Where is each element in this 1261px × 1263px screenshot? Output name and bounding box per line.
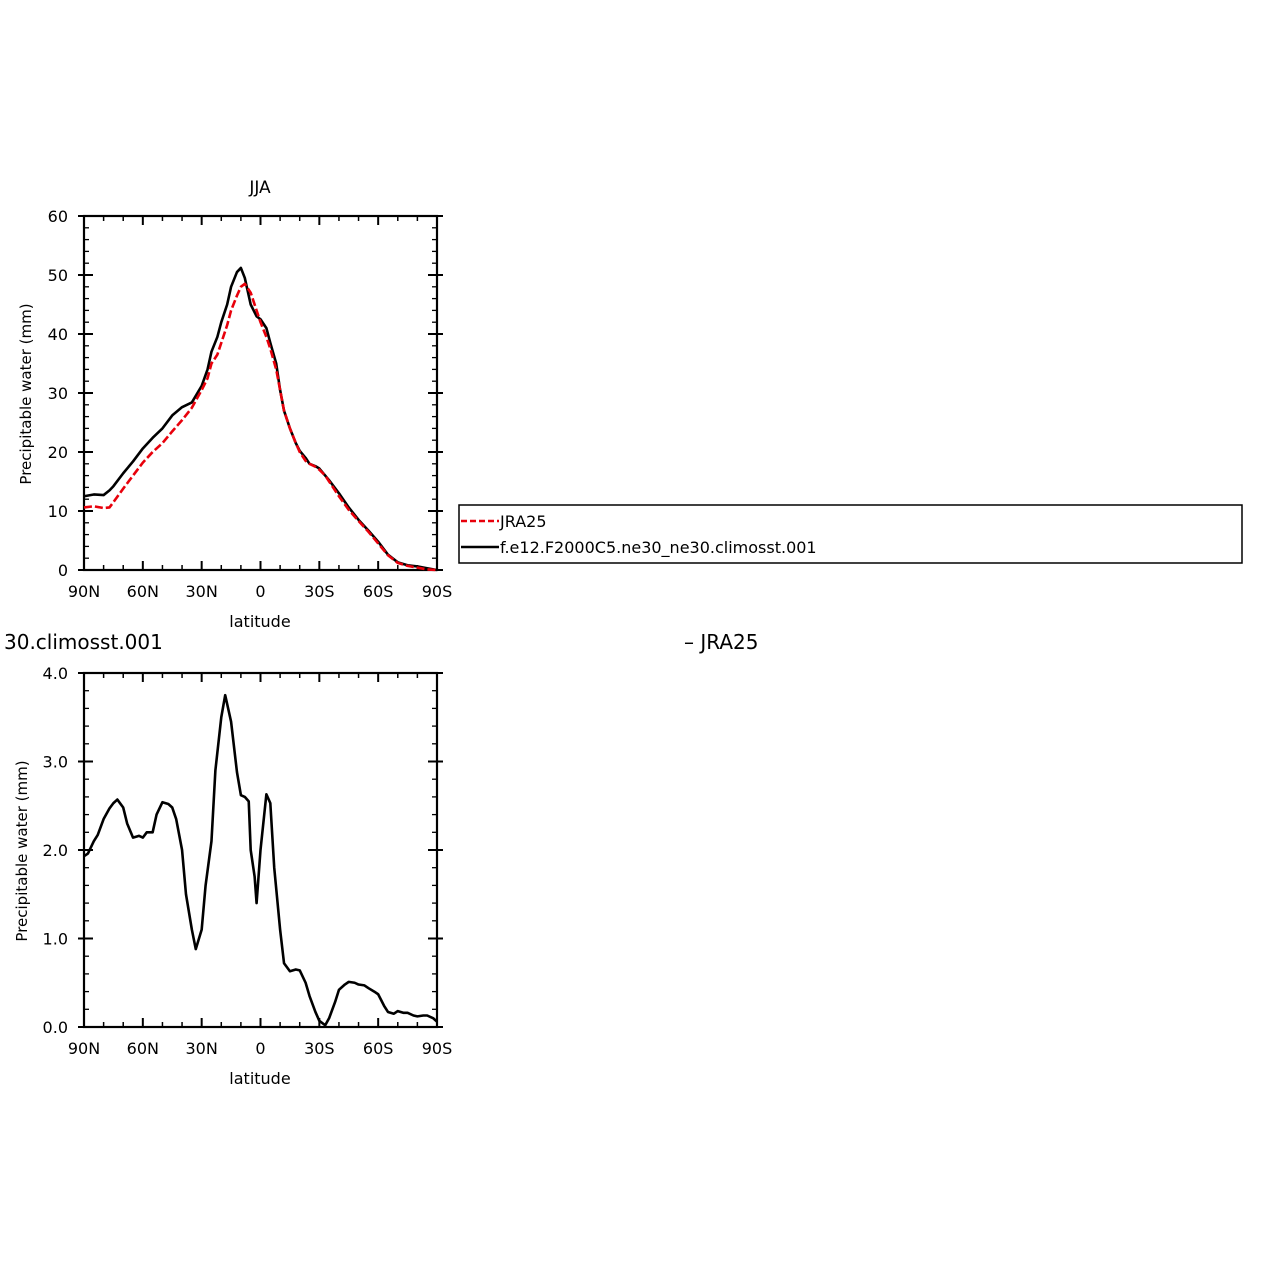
top-ytick-label: 20: [48, 443, 68, 462]
top-xtick-label: 90N: [68, 582, 100, 601]
top-title: JJA: [248, 178, 271, 198]
bottom-xtick-label: 60N: [127, 1039, 159, 1058]
legend: JRA25 f.e12.F2000C5.ne30_ne30.climosst.0…: [458, 504, 1243, 564]
bottom-xtick-label: 90N: [68, 1039, 100, 1058]
top-ytick-label: 10: [48, 502, 68, 521]
top-frame: [82, 214, 439, 572]
bottom-title-right: – JRA25: [684, 630, 758, 654]
bottom-xtick-label: 30N: [186, 1039, 218, 1058]
bottom-ytick-label: 4.0: [43, 664, 68, 683]
bottom-ytick-label: 0.0: [43, 1018, 68, 1037]
bottom-xlabel: latitude: [229, 1069, 290, 1088]
top-xtick-label: 60S: [363, 582, 394, 601]
bottom-ytick-label: 2.0: [43, 841, 68, 860]
top-ytick-label: 0: [58, 561, 68, 580]
top-plot-area: 90N 60N 30N 0 30S 60S 90S 0 10 20 30 40 50 60: [48, 207, 453, 601]
legend-box: [458, 504, 1243, 564]
bottom-xtick-label: 60S: [363, 1039, 394, 1058]
panel-bottom: 30.climosst.001 – JRA25 90N 60N 30N 0 30S 60S…: [4, 630, 758, 1088]
top-series-line-1: [83, 266, 438, 572]
top-xtick-label: 30N: [186, 582, 218, 601]
bottom-plot-area: 90N 60N 30N 0 30S 60S 90S 0.0 1.0 2.0 3.0 4.0: [43, 664, 453, 1058]
top-xtick-label: 0: [255, 582, 265, 601]
legend-label-jra25: JRA25: [499, 512, 547, 531]
bottom-ytick-label: 3.0: [43, 753, 68, 772]
top-ylabel: Precipitable water (mm): [17, 303, 35, 484]
top-series-line-0: [83, 282, 438, 572]
bottom-title-left: 30.climosst.001: [4, 630, 163, 654]
top-ytick-label: 30: [48, 384, 68, 403]
top-xtick-label: 60N: [127, 582, 159, 601]
bottom-ytick-label: 1.0: [43, 930, 68, 949]
top-ytick-label: 40: [48, 325, 68, 344]
top-xlabel: latitude: [229, 612, 290, 631]
top-xtick-label: 90S: [422, 582, 453, 601]
bottom-xtick-label: 90S: [422, 1039, 453, 1058]
bottom-xtick-label: 30S: [304, 1039, 335, 1058]
panel-top: JJA 90N 60N 30N 0 30S 60S 90S 0 10 20 30 40 50 60 lat…: [17, 178, 452, 631]
top-ytick-label: 50: [48, 266, 68, 285]
legend-label-model: f.e12.F2000C5.ne30_ne30.climosst.001: [500, 538, 817, 558]
bottom-ylabel: Precipitable water (mm): [13, 760, 31, 941]
bottom-xtick-label: 0: [255, 1039, 265, 1058]
top-xtick-label: 30S: [304, 582, 335, 601]
bottom-series-line-0: [83, 693, 438, 1027]
top-ytick-label: 60: [48, 207, 68, 226]
